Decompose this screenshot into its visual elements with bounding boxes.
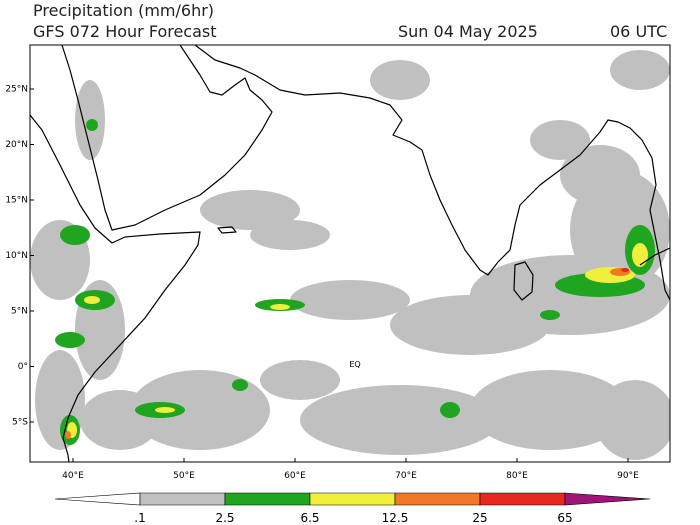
precip-area: [470, 370, 630, 450]
coastlines: [30, 45, 670, 462]
precip-area: [65, 431, 71, 439]
lat-label: 5°N: [11, 307, 28, 317]
precip-area: [155, 407, 175, 413]
africa-coast: [30, 114, 201, 462]
precip-area: [200, 190, 300, 230]
date: Sun 04 May 2025: [398, 22, 538, 41]
sumatra: [639, 247, 670, 266]
lon-label: 80°E: [506, 471, 528, 481]
colorbar-label: 25: [472, 511, 487, 525]
colorbar-label: 2.5: [215, 511, 234, 525]
colorbar-segment: [564, 492, 651, 506]
lat-label: 0°: [18, 362, 28, 372]
precip-area: [270, 304, 290, 310]
map-axes: 25°N 20°N 15°N 10°N 5°N 0° 5°S 40°E 50°E 60°E 70°E…: [5, 85, 639, 482]
subtitle: GFS 072 Hour Forecast: [33, 22, 217, 41]
lat-label: 15°N: [5, 196, 28, 206]
precip-area: [55, 332, 85, 348]
precip-area: [440, 402, 460, 418]
lon-label: 90°E: [617, 471, 639, 481]
precip-area: [232, 379, 248, 391]
precip-area: [621, 268, 629, 272]
precip-area: [250, 220, 330, 250]
precip-area: [86, 119, 98, 131]
equator-label: EQ: [349, 360, 360, 369]
lat-label: 5°S: [12, 418, 28, 428]
precip-area: [80, 390, 160, 450]
asia-coast: [194, 45, 670, 301]
colorbar-segment: [224, 492, 311, 506]
precip-area: [610, 50, 670, 90]
map-frame: [29, 44, 671, 463]
precip-area: [595, 380, 670, 460]
precip-area: [130, 370, 270, 450]
sri-lanka: [513, 261, 534, 301]
precip-area: [632, 243, 648, 267]
title: Precipitation (mm/6hr): [33, 1, 214, 20]
socotra: [217, 226, 237, 234]
colorbar-segment: [54, 492, 141, 506]
colorbar: .1 2.5 6.5 12.5 25 65: [54, 492, 651, 525]
precip-area: [530, 120, 590, 160]
colorbar-segment: [309, 492, 396, 506]
colorbar-label: 12.5: [382, 511, 409, 525]
colorbar-label: 6.5: [300, 511, 319, 525]
precip-area: [84, 296, 100, 304]
precip-area: [260, 360, 340, 400]
precip-area: [300, 385, 500, 455]
arabia-coast: [61, 45, 273, 231]
lat-label: 10°N: [5, 251, 28, 261]
precip-area: [60, 225, 90, 245]
colorbar-label: 65: [557, 511, 572, 525]
lon-label: 70°E: [395, 471, 417, 481]
precip-heavy: [65, 243, 648, 439]
colorbar-label: .1: [134, 511, 145, 525]
precip-area: [540, 310, 560, 320]
lon-label: 60°E: [284, 471, 306, 481]
colorbar-segment: [394, 492, 481, 506]
lat-label: 20°N: [5, 140, 28, 150]
colorbar-segment: [479, 492, 566, 506]
precip-area: [370, 60, 430, 100]
lon-label: 40°E: [62, 471, 84, 481]
precip-area: [560, 145, 640, 205]
lon-label: 50°E: [173, 471, 195, 481]
time: 06 UTC: [610, 22, 667, 41]
precipitation: [30, 50, 670, 460]
precip-area: [290, 280, 410, 320]
lat-label: 25°N: [5, 85, 28, 95]
colorbar-segment: [139, 492, 226, 506]
precip-light: [30, 50, 670, 460]
